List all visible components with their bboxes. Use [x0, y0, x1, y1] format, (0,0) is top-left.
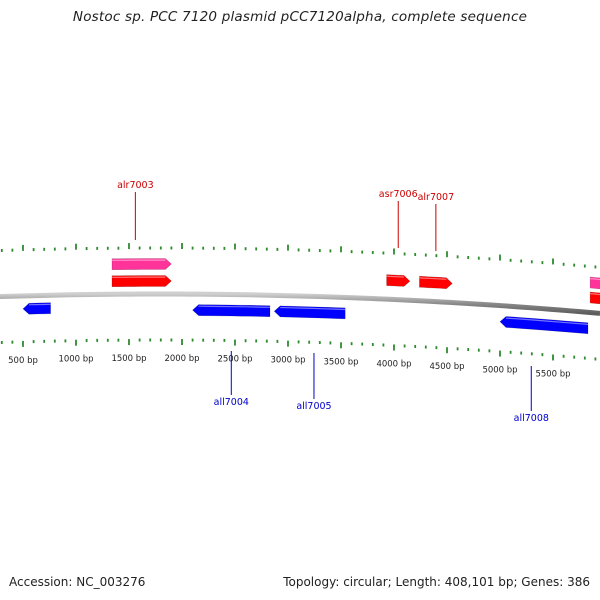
gene-highlight	[505, 317, 589, 325]
gene-label-all7004: all7004	[214, 397, 249, 408]
reverse-gene[interactable]	[22, 302, 51, 315]
gene-highlight	[28, 303, 51, 306]
scale-label: 5500 bp	[535, 369, 570, 379]
gene-label-layer: alr7003 asr7006 alr7007 all7004 all7005 all70…	[117, 180, 549, 424]
scale-label: 2500 bp	[217, 355, 252, 365]
length-label: Length:	[395, 575, 441, 589]
scale-label: 4000 bp	[376, 359, 411, 369]
scale-label: 4500 bp	[429, 362, 464, 372]
gene-label-alr7003: alr7003	[117, 180, 154, 191]
gene-highlight	[280, 306, 346, 311]
sequence-backbone	[0, 291, 600, 316]
scale-label: 3500 bp	[323, 357, 358, 367]
reverse-gene[interactable]	[192, 304, 271, 318]
forward-gene-pink[interactable]	[111, 258, 172, 270]
gene-highlight	[419, 277, 447, 280]
reverse-gene[interactable]	[273, 305, 346, 320]
gene-highlight	[590, 293, 600, 296]
forward-gene[interactable]	[419, 275, 453, 290]
accession-label: Accession:	[9, 575, 73, 589]
forward-gene-pink[interactable]	[589, 276, 600, 290]
scale-label: 1000 bp	[58, 355, 93, 365]
accession-value: NC_003276	[76, 575, 146, 589]
forward-gene[interactable]	[111, 275, 172, 287]
accession-line: Accession: NC_003276	[9, 575, 145, 589]
scale-labels: 500 bp 1000 bp 1500 bp 2000 bp 2500 bp 3000 b…	[8, 354, 570, 379]
gene-highlight	[198, 305, 271, 308]
gene-label-asr7006: asr7006	[379, 189, 418, 200]
topology-label: Topology:	[283, 575, 340, 589]
length-value: 408,101 bp	[444, 575, 514, 589]
gene-label-all7005: all7005	[296, 401, 331, 412]
map-title: Nostoc sp. PCC 7120 plasmid pCC7120alpha…	[72, 9, 528, 25]
forward-gene[interactable]	[589, 291, 600, 305]
scale-label: 3000 bp	[270, 356, 305, 366]
scale-label: 2000 bp	[164, 354, 199, 364]
reverse-gene[interactable]	[499, 316, 589, 335]
genes-value: 386	[567, 575, 590, 589]
forward-gene[interactable]	[386, 274, 411, 287]
topology-value: circular	[343, 575, 388, 589]
scale-label: 5000 bp	[482, 366, 517, 376]
sequence-summary: Topology: circular; Length: 408,101 bp; …	[283, 575, 590, 589]
gene-highlight	[386, 275, 404, 278]
gene-layer	[22, 258, 600, 335]
gene-label-all7008: all7008	[514, 413, 549, 424]
genes-label: Genes:	[521, 575, 564, 589]
inner-tick-track	[0, 338, 597, 361]
gene-highlight	[590, 278, 600, 281]
gene-label-alr7007: alr7007	[418, 192, 455, 203]
outer-tick-track	[0, 243, 597, 269]
scale-label: 1500 bp	[111, 354, 146, 364]
scale-label: 500 bp	[8, 356, 38, 366]
